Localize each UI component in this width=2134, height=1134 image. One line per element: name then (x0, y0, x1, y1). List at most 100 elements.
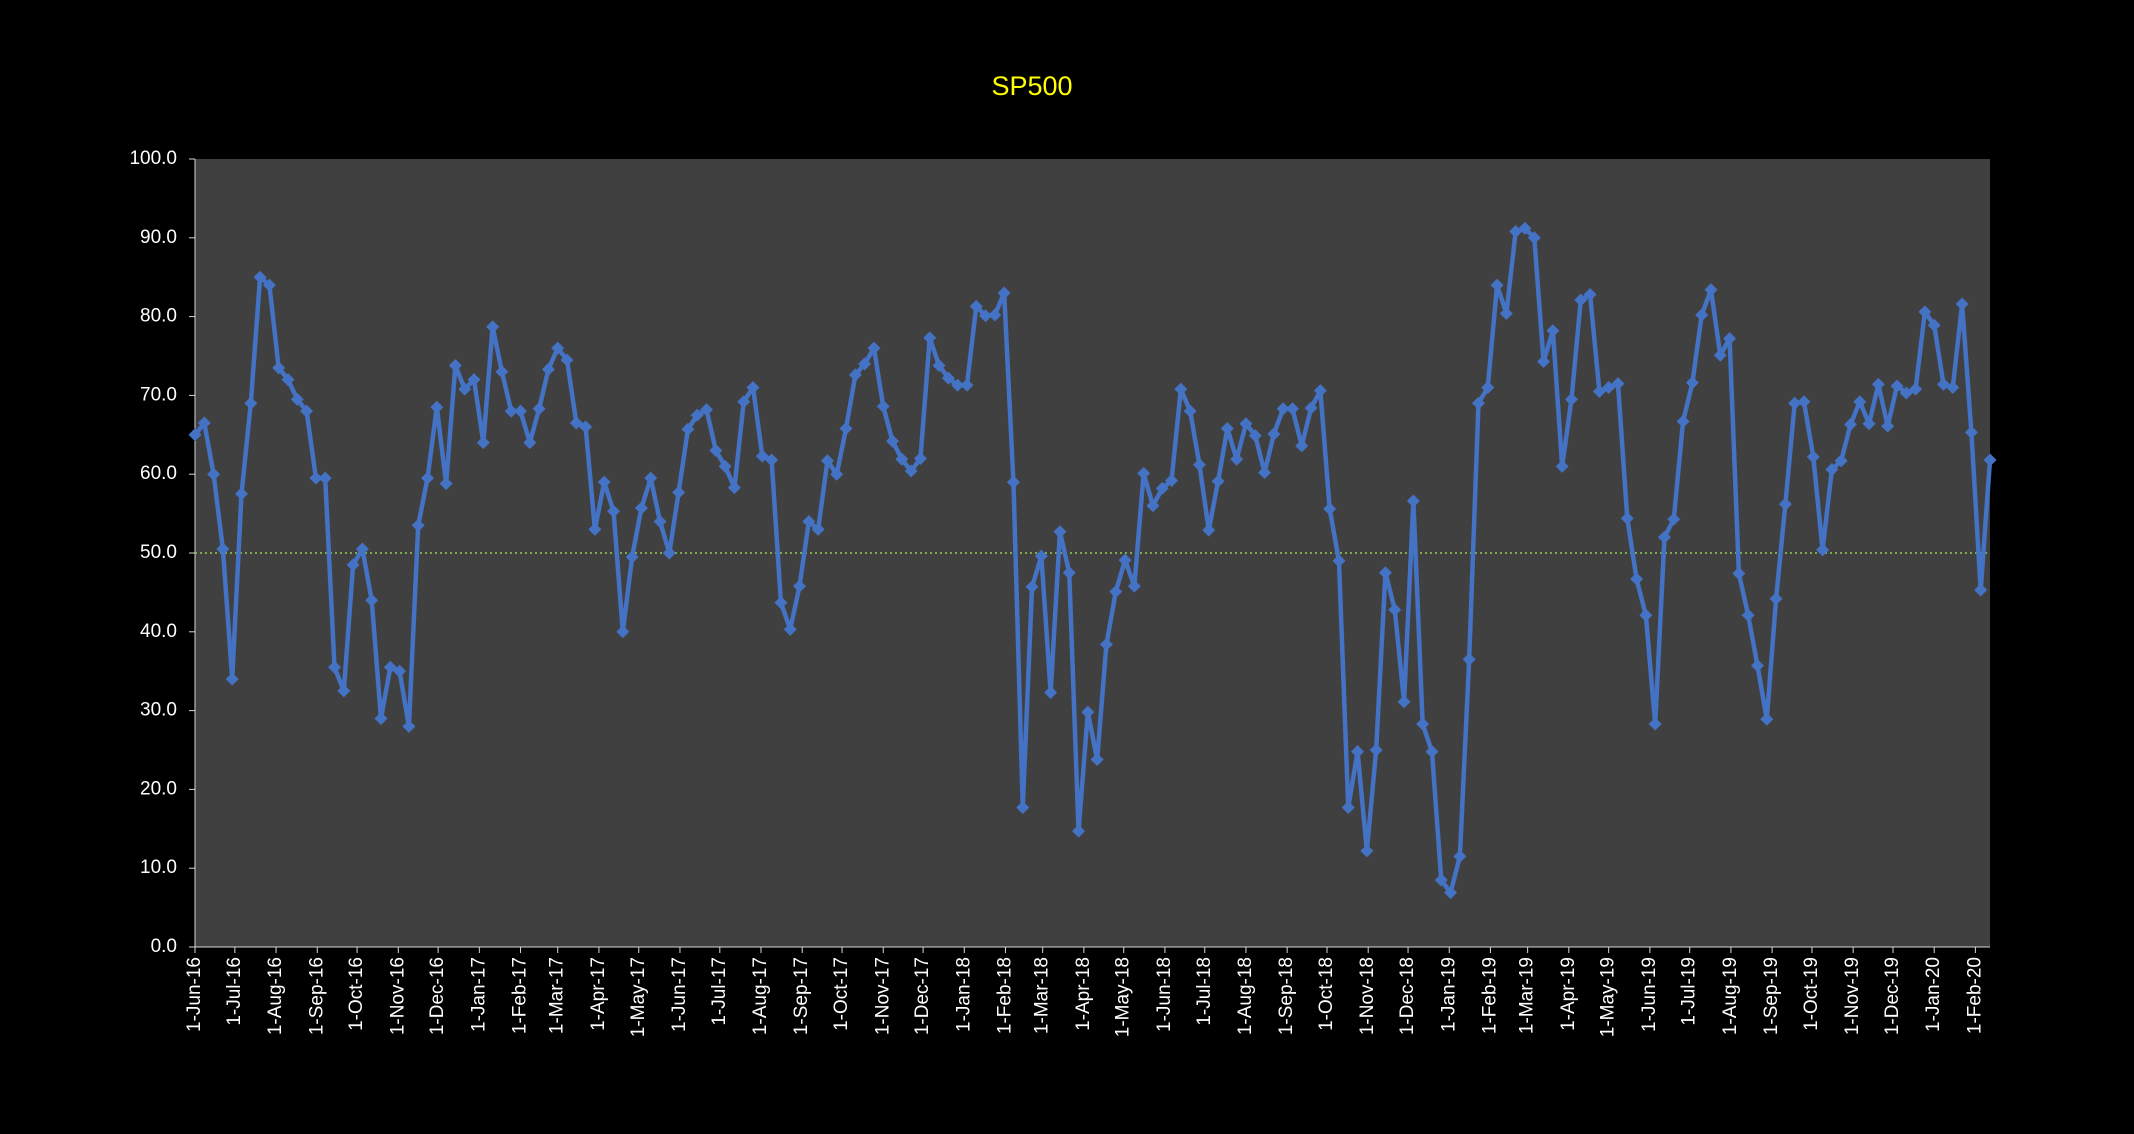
marker (337, 684, 351, 698)
marker (1583, 288, 1597, 302)
x-tick-label: 1-Nov-19 (1842, 957, 1863, 1035)
marker (318, 471, 332, 485)
marker (1955, 297, 1969, 311)
marker (1155, 481, 1169, 495)
marker (1723, 332, 1737, 346)
marker (541, 362, 555, 376)
marker (1695, 308, 1709, 322)
marker (569, 416, 583, 430)
marker (895, 452, 909, 466)
marker (579, 420, 593, 434)
marker (411, 518, 425, 532)
marker (1211, 474, 1225, 488)
marker (1081, 705, 1095, 719)
marker (700, 403, 714, 417)
marker (1109, 585, 1123, 599)
marker (1946, 381, 1960, 395)
marker (1397, 695, 1411, 709)
marker (1276, 402, 1290, 416)
marker (486, 320, 500, 334)
marker (281, 373, 295, 387)
marker (1788, 396, 1802, 410)
marker (1295, 439, 1309, 453)
y-tick-label: 70.0 (140, 384, 177, 405)
marker (1527, 231, 1541, 245)
marker (681, 422, 695, 436)
x-tick-label: 1-Apr-17 (588, 957, 609, 1031)
marker (551, 341, 565, 355)
marker (1332, 554, 1346, 568)
x-tick-label: 1-Mar-18 (1032, 957, 1053, 1034)
marker (1909, 382, 1923, 396)
marker (1351, 745, 1365, 759)
marker (960, 378, 974, 392)
marker (1313, 384, 1327, 398)
marker (1192, 458, 1206, 472)
marker (1769, 592, 1783, 606)
marker (532, 402, 546, 416)
marker (644, 471, 658, 485)
x-tick-label: 1-Jan-20 (1923, 957, 1944, 1032)
marker (1890, 379, 1904, 393)
marker (867, 341, 881, 355)
marker (616, 625, 630, 639)
marker (1881, 419, 1895, 433)
marker (886, 434, 900, 448)
marker (1220, 421, 1234, 435)
marker (523, 436, 537, 450)
marker (495, 365, 509, 379)
marker (1285, 402, 1299, 416)
marker (1732, 566, 1746, 580)
marker (1146, 499, 1160, 513)
marker (690, 408, 704, 422)
marker (346, 558, 360, 572)
x-tick-label: 1-Jan-18 (953, 957, 974, 1032)
marker (383, 660, 397, 674)
y-tick-label: 40.0 (140, 621, 177, 642)
x-tick-label: 1-Jun-17 (669, 957, 690, 1032)
marker (262, 278, 276, 292)
marker (1862, 417, 1876, 431)
marker (225, 672, 239, 686)
marker (1537, 355, 1551, 369)
marker (309, 471, 323, 485)
marker (1323, 502, 1337, 516)
marker (1760, 712, 1774, 726)
marker (1918, 305, 1932, 319)
marker (1258, 466, 1272, 480)
x-tick-label: 1-Feb-17 (510, 957, 531, 1034)
x-tick-label: 1-Feb-19 (1479, 957, 1500, 1034)
marker (560, 353, 574, 367)
marker (402, 719, 416, 733)
marker (1360, 844, 1374, 858)
x-tick-label: 1-Dec-17 (912, 957, 933, 1035)
x-tick-label: 1-Apr-19 (1558, 957, 1579, 1031)
marker (625, 550, 639, 564)
marker (300, 404, 314, 418)
marker (1611, 377, 1625, 391)
marker (1778, 497, 1792, 511)
marker (848, 368, 862, 382)
marker (1834, 454, 1848, 468)
x-tick-label: 1-Aug-18 (1235, 957, 1256, 1035)
marker (272, 361, 286, 375)
marker (830, 467, 844, 481)
x-tick-label: 1-Feb-20 (1964, 957, 1985, 1034)
marker (1825, 462, 1839, 476)
marker (1090, 752, 1104, 766)
marker (969, 299, 983, 313)
marker (1388, 603, 1402, 617)
marker (597, 475, 611, 489)
marker (737, 395, 751, 409)
marker (1183, 404, 1197, 418)
marker (1239, 417, 1253, 431)
marker (355, 542, 369, 556)
marker (1416, 717, 1430, 731)
x-tick-label: 1-Oct-17 (831, 957, 852, 1031)
marker (1127, 579, 1141, 593)
x-tick-label: 1-Aug-16 (265, 957, 286, 1035)
marker (1444, 886, 1458, 900)
x-tick-label: 1-Oct-19 (1801, 957, 1822, 1031)
x-tick-label: 1-Jul-16 (224, 957, 245, 1026)
